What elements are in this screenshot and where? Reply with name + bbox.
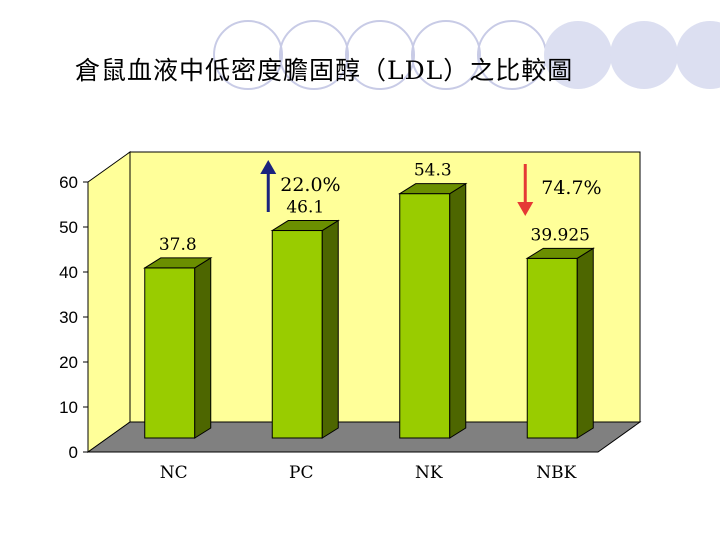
- filled-circle-icon: [544, 21, 612, 89]
- ring-icon: [411, 20, 481, 90]
- annotations: 22.0% 74.7%: [260, 160, 602, 216]
- y-tick-label: 30: [59, 308, 78, 327]
- page-title: 倉鼠血液中低密度膽固醇（LDL）之比較圖: [75, 56, 574, 85]
- bar: 39.925: [525, 225, 595, 439]
- bar-front: [271, 230, 323, 439]
- annotation-label: 74.7%: [541, 177, 601, 199]
- bar-top: [270, 220, 340, 232]
- annotation: 74.7%: [517, 164, 602, 216]
- data-label: 37.8: [159, 235, 197, 255]
- filled-circle-icon: [676, 21, 720, 89]
- data-label: 39.925: [531, 225, 590, 245]
- y-tick-label: 40: [59, 263, 78, 282]
- bar-side: [576, 247, 594, 439]
- side-wall: [87, 151, 131, 453]
- x-axis: NC PC NK NBK: [160, 463, 577, 483]
- y-tick-label: 10: [59, 398, 78, 417]
- filled-circle-icon: [610, 21, 678, 89]
- annotation: 22.0%: [260, 160, 341, 212]
- bar-top: [398, 183, 468, 195]
- bar-side: [321, 219, 339, 439]
- arrow-down-icon: [517, 202, 534, 216]
- bar-top: [525, 247, 595, 259]
- y-tick-label: 60: [59, 173, 78, 192]
- bar-top: [143, 257, 213, 269]
- bar: 46.1: [270, 198, 340, 439]
- bar-side: [194, 256, 212, 439]
- floor: [86, 421, 642, 453]
- ring-icon: [279, 20, 349, 90]
- x-tick-label: PC: [289, 463, 313, 483]
- bar-front: [399, 193, 451, 439]
- y-tick-label: 0: [69, 443, 78, 462]
- y-axis: 0 10 20 30 40 50 60: [59, 173, 89, 462]
- decorative-circles: [213, 20, 720, 90]
- data-label: 46.1: [286, 198, 324, 218]
- bar: 37.8: [143, 235, 213, 439]
- y-tick-label: 50: [59, 218, 78, 237]
- bar-side: [449, 182, 467, 439]
- x-tick-label: NC: [160, 463, 188, 483]
- ring-icon: [213, 20, 283, 90]
- arrow-up-icon: [260, 160, 277, 174]
- bar: 54.3: [398, 161, 468, 439]
- y-tick-label: 20: [59, 353, 78, 372]
- chart-walls: [86, 151, 642, 453]
- bar-front: [144, 267, 196, 439]
- ring-icon: [345, 20, 415, 90]
- data-label: 54.3: [414, 161, 452, 181]
- x-tick-label: NK: [415, 463, 443, 483]
- x-tick-label: NBK: [536, 463, 576, 483]
- annotation-label: 22.0%: [280, 174, 340, 196]
- bars: 37.8 46.1 54.3 39.925: [143, 161, 595, 439]
- bar-front: [526, 257, 578, 439]
